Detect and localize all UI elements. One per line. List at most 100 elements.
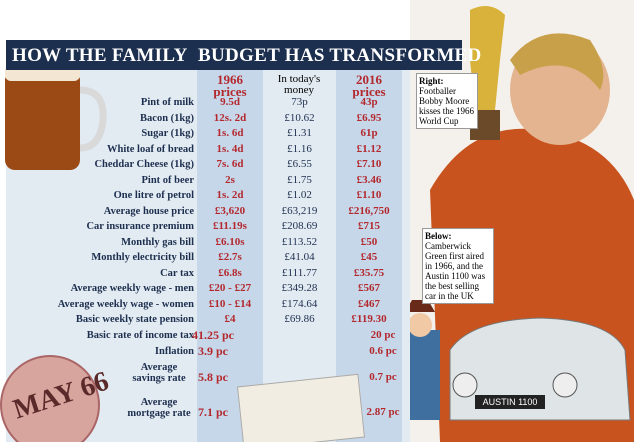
row-label: Inflation	[154, 346, 194, 357]
row-label: Cheddar Cheese (1kg)	[94, 159, 194, 170]
value-1966: 7.1 pc	[198, 405, 228, 419]
value-1966: 3.9 pc	[198, 344, 228, 358]
caption: Below: Camberwick Green first aired in 19…	[422, 228, 494, 304]
value-today: £208.69	[281, 220, 318, 232]
value-today: £1.75	[287, 173, 312, 186]
value-today: £1.16	[287, 142, 312, 155]
row-label: Pint of beer	[141, 174, 195, 186]
tax-disc	[0, 355, 100, 442]
value-2016: £467	[358, 297, 380, 310]
row-label: Monthly gas bill	[121, 236, 194, 248]
beer	[5, 70, 80, 170]
value-2016: £6.95	[356, 111, 382, 124]
value-2016: £715	[358, 220, 380, 232]
value-2016: £567	[358, 282, 380, 294]
value-1966: 1s. 2d	[216, 189, 244, 201]
title-right: BUDGET HAS TRANSFORMED	[198, 45, 482, 66]
caption-text: Footballer Bobby Moore kisses the 1966 W…	[419, 86, 474, 126]
title-left: HOW THE FAMILY	[12, 45, 188, 66]
value-2016: 0.6 pc	[369, 345, 397, 357]
row-label: Average savings rate	[132, 362, 186, 384]
row-label: Average weekly wage - women	[57, 298, 194, 310]
car	[449, 317, 631, 421]
value-today: £174.64	[281, 297, 318, 310]
value-2016: £50	[360, 235, 378, 248]
value-1966: 2s	[225, 173, 235, 186]
row-label: Average house price	[103, 205, 194, 217]
value-2016: £7.10	[356, 158, 382, 170]
value-2016: 61p	[360, 127, 378, 139]
trophy	[470, 6, 505, 110]
value-2016: £1.10	[356, 189, 382, 201]
row-label: Basic weekly state pension	[75, 314, 194, 325]
value-1966: 12s. 2d	[213, 111, 247, 124]
row-label: Average mortgage rate	[127, 397, 191, 419]
value-1966: £4	[224, 313, 236, 325]
value-1966: 1s. 4d	[216, 142, 244, 155]
caption-heading: Right:	[419, 76, 444, 86]
value-1966: £2.7s	[218, 251, 242, 263]
title-bar	[6, 40, 462, 70]
caption: Right: Footballer Bobby Moore kisses the …	[416, 73, 478, 129]
value-today: £10.62	[284, 111, 315, 124]
col-header: In today's money	[277, 73, 321, 96]
col-header: 1966 prices	[213, 72, 247, 99]
row-label: Car insurance premium	[86, 221, 194, 232]
headlight	[452, 372, 478, 398]
row-label: Bacon (1kg)	[140, 112, 194, 124]
value-1966: £20 - £27	[208, 282, 252, 294]
hair	[510, 33, 604, 90]
row-label: Car tax	[160, 267, 194, 279]
value-today: £349.28	[281, 282, 318, 294]
value-1966: 7s. 6d	[216, 158, 244, 170]
value-1966: £6.10s	[215, 235, 245, 248]
value-2016: £216,750	[348, 204, 390, 217]
value-2016: £119.30	[351, 313, 387, 325]
value-1966: £10 - £14	[208, 297, 252, 310]
caption-heading: Below:	[425, 231, 452, 241]
row-label: Basic rate of income tax	[86, 330, 194, 341]
value-1966: £3,620	[214, 204, 246, 217]
rent-book	[236, 373, 366, 442]
handle	[79, 86, 107, 152]
value-today: £1.02	[287, 189, 312, 201]
value-2016: £1.12	[356, 142, 382, 155]
value-1966: 9.5d	[220, 96, 240, 108]
value-today: 73p	[291, 96, 308, 108]
puppet-head	[408, 313, 432, 337]
value-2016: 43p	[360, 96, 378, 108]
value-today: £113.52	[281, 235, 318, 248]
value-today: £1.31	[287, 127, 312, 139]
value-2016: 2.87 pc	[366, 406, 400, 418]
value-today: £69.86	[284, 313, 315, 325]
headlight	[552, 372, 578, 398]
value-1966: £11.19s	[213, 220, 247, 232]
row-label: Pint of milk	[140, 97, 194, 108]
row-label: White loaf of bread	[106, 143, 194, 155]
value-2016: £45	[360, 251, 378, 263]
value-1966: 41.25 pc	[192, 328, 234, 342]
puppet	[400, 330, 440, 420]
value-today: £111.77	[282, 266, 317, 279]
plate-bg	[475, 395, 545, 409]
row-label: Sugar (1kg)	[141, 128, 194, 139]
value-1966: £6.8s	[218, 266, 242, 279]
value-1966: 1s. 6d	[216, 127, 244, 139]
value-today: £63,219	[281, 204, 318, 217]
value-2016: 20 pc	[370, 329, 396, 341]
value-today: £6.55	[287, 158, 312, 170]
caption-text: Camberwick Green first aired in 1966, an…	[425, 241, 486, 301]
row-label: Monthly electricity bill	[91, 252, 194, 263]
row-label: Average weekly wage - men	[70, 283, 194, 294]
value-2016: £35.75	[353, 266, 385, 279]
number-plate: AUSTIN 1100	[483, 397, 538, 407]
value-1966: 5.8 pc	[198, 370, 228, 384]
value-today: £41.04	[284, 251, 315, 263]
row-label: One litre of petrol	[113, 190, 194, 201]
value-2016: 0.7 pc	[369, 371, 397, 383]
value-2016: £3.46	[356, 173, 382, 186]
col-band	[197, 70, 263, 442]
col-header: 2016 prices	[352, 72, 386, 99]
